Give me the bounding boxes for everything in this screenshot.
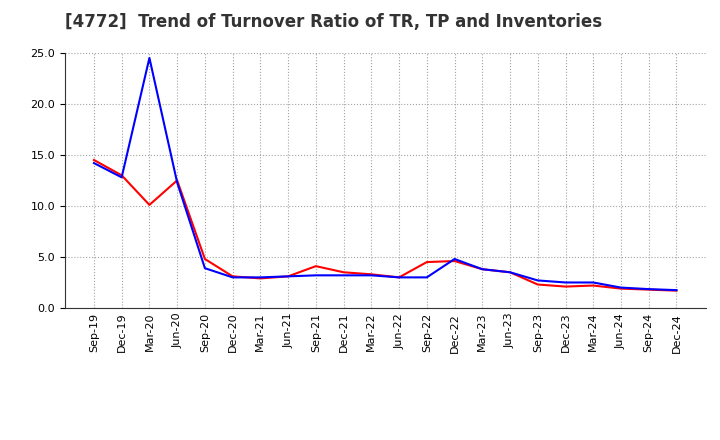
Trade Receivables: [450, 258, 459, 264]
Trade Receivables: [644, 287, 653, 292]
Trade Receivables: [339, 270, 348, 275]
Trade Receivables: [672, 288, 681, 293]
Trade Receivables: [423, 260, 431, 265]
Trade Payables: [339, 273, 348, 278]
Trade Payables: [145, 55, 154, 61]
Trade Payables: [423, 275, 431, 280]
Trade Payables: [312, 273, 320, 278]
Line: Trade Receivables: Trade Receivables: [94, 160, 677, 291]
Trade Payables: [672, 287, 681, 293]
Text: [4772]  Trend of Turnover Ratio of TR, TP and Inventories: [4772] Trend of Turnover Ratio of TR, TP…: [65, 13, 602, 31]
Trade Receivables: [534, 282, 542, 287]
Trade Payables: [589, 280, 598, 285]
Trade Receivables: [395, 275, 403, 280]
Trade Payables: [173, 180, 181, 185]
Trade Payables: [117, 175, 126, 180]
Trade Receivables: [284, 274, 292, 279]
Trade Payables: [395, 275, 403, 280]
Trade Receivables: [561, 284, 570, 289]
Trade Receivables: [256, 276, 265, 281]
Trade Receivables: [201, 257, 210, 262]
Trade Payables: [256, 275, 265, 280]
Trade Payables: [534, 278, 542, 283]
Trade Receivables: [117, 172, 126, 178]
Trade Receivables: [589, 283, 598, 288]
Trade Receivables: [89, 158, 98, 163]
Trade Payables: [644, 286, 653, 292]
Trade Receivables: [478, 267, 487, 272]
Trade Payables: [284, 274, 292, 279]
Trade Payables: [89, 161, 98, 166]
Trade Payables: [505, 270, 514, 275]
Trade Payables: [201, 266, 210, 271]
Trade Receivables: [505, 270, 514, 275]
Trade Receivables: [228, 274, 237, 279]
Trade Receivables: [367, 271, 376, 277]
Line: Trade Payables: Trade Payables: [94, 58, 677, 290]
Trade Payables: [228, 275, 237, 280]
Trade Receivables: [616, 286, 625, 291]
Trade Receivables: [312, 264, 320, 269]
Trade Payables: [450, 257, 459, 262]
Trade Payables: [616, 285, 625, 290]
Trade Payables: [367, 273, 376, 278]
Trade Receivables: [173, 178, 181, 183]
Trade Receivables: [145, 202, 154, 208]
Trade Payables: [478, 267, 487, 272]
Trade Payables: [561, 280, 570, 285]
